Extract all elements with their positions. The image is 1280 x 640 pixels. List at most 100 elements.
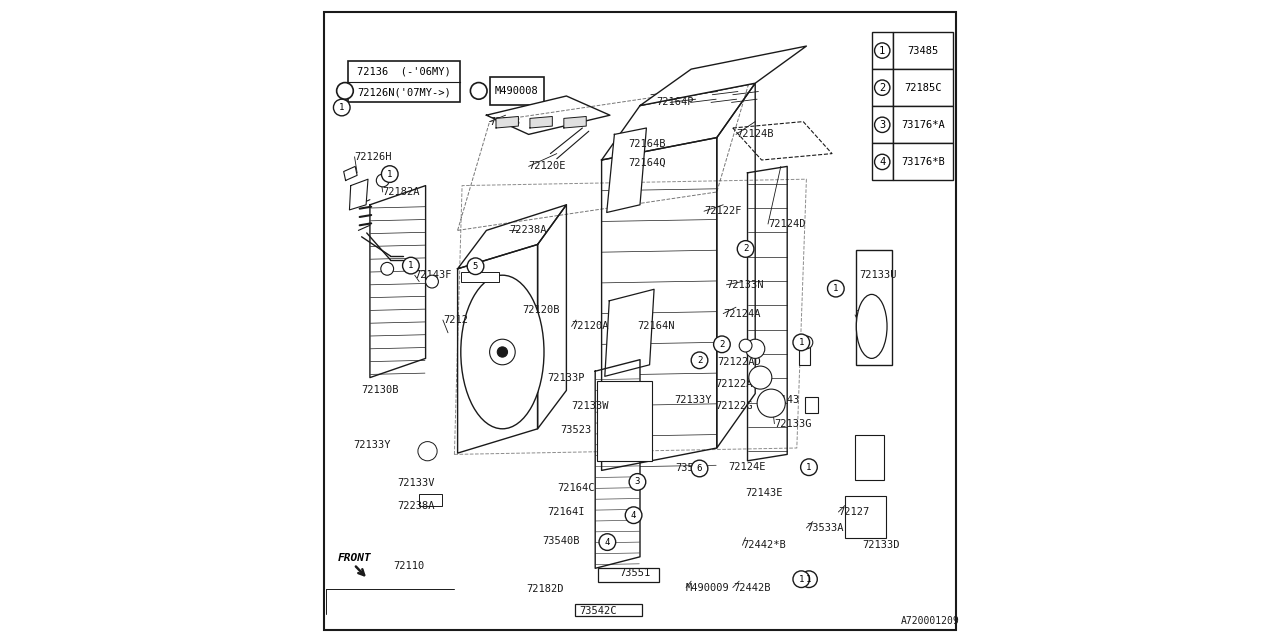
Text: 72120E: 72120E — [529, 161, 566, 172]
Circle shape — [828, 280, 845, 297]
Text: 72133W: 72133W — [571, 401, 609, 412]
Bar — [805, 397, 818, 413]
Text: 72122AE: 72122AE — [714, 379, 759, 389]
Text: 72124A: 72124A — [723, 308, 760, 319]
Bar — [872, 69, 893, 106]
Polygon shape — [564, 116, 586, 128]
Circle shape — [740, 243, 753, 256]
Bar — [893, 143, 952, 180]
Circle shape — [333, 99, 351, 116]
Text: 6: 6 — [696, 464, 703, 473]
Text: 72130B: 72130B — [362, 385, 399, 396]
Text: 72238A: 72238A — [508, 225, 547, 236]
Text: 72182D: 72182D — [527, 584, 564, 594]
Text: 73176*A: 73176*A — [901, 120, 945, 130]
Bar — [872, 32, 893, 69]
Bar — [348, 61, 461, 102]
Text: 1: 1 — [408, 261, 413, 270]
Text: 1: 1 — [833, 284, 838, 293]
Bar — [893, 69, 952, 106]
Circle shape — [801, 571, 818, 588]
Polygon shape — [530, 116, 553, 128]
Text: 73533A: 73533A — [806, 523, 844, 533]
Text: 72133Y: 72133Y — [675, 395, 712, 405]
Text: 72164N: 72164N — [637, 321, 675, 332]
Circle shape — [800, 336, 813, 349]
Text: A720001209: A720001209 — [901, 616, 959, 626]
Circle shape — [749, 366, 772, 389]
Text: M490009: M490009 — [686, 582, 730, 593]
Circle shape — [829, 282, 842, 295]
Circle shape — [792, 334, 810, 351]
Polygon shape — [604, 289, 654, 376]
Text: 72133N: 72133N — [727, 280, 764, 290]
Polygon shape — [349, 179, 369, 210]
Text: 1: 1 — [806, 575, 812, 584]
Text: 72126N('07MY->): 72126N('07MY->) — [357, 87, 451, 97]
Text: 72143F: 72143F — [415, 270, 452, 280]
Text: M490008: M490008 — [495, 86, 539, 96]
Polygon shape — [370, 186, 425, 378]
Bar — [599, 568, 659, 582]
Polygon shape — [497, 116, 518, 128]
Circle shape — [378, 175, 389, 186]
Text: 72164C: 72164C — [557, 483, 594, 493]
Text: 72164B: 72164B — [628, 139, 666, 149]
Polygon shape — [732, 122, 832, 160]
Bar — [855, 435, 884, 480]
Text: 73523: 73523 — [561, 425, 591, 435]
Text: 72133V: 72133V — [397, 478, 434, 488]
Text: 72110: 72110 — [394, 561, 425, 572]
Polygon shape — [343, 166, 357, 180]
Circle shape — [489, 339, 515, 365]
Text: 73540B: 73540B — [543, 536, 580, 546]
Circle shape — [792, 571, 810, 588]
Text: 3: 3 — [635, 477, 640, 486]
Circle shape — [714, 336, 731, 353]
Text: 1: 1 — [879, 45, 886, 56]
Text: 72182A: 72182A — [383, 187, 420, 197]
Text: 73551: 73551 — [620, 568, 650, 578]
Text: 72238A: 72238A — [397, 500, 434, 511]
Circle shape — [740, 339, 753, 352]
Circle shape — [337, 83, 353, 99]
Bar — [799, 347, 810, 365]
Text: 72164I: 72164I — [548, 507, 585, 517]
Text: 72133: 72133 — [490, 116, 521, 127]
Text: 1: 1 — [339, 103, 344, 112]
Circle shape — [625, 507, 643, 524]
Text: 72133U: 72133U — [860, 270, 897, 280]
Bar — [872, 106, 893, 143]
Circle shape — [402, 257, 420, 274]
Circle shape — [381, 166, 398, 182]
Circle shape — [874, 80, 890, 95]
Circle shape — [737, 241, 754, 257]
Text: 1: 1 — [806, 463, 812, 472]
Text: 72133P: 72133P — [548, 372, 585, 383]
Text: 6: 6 — [476, 86, 481, 96]
Text: 4: 4 — [631, 511, 636, 520]
Circle shape — [471, 83, 488, 99]
Text: 1: 1 — [799, 575, 804, 584]
Circle shape — [425, 275, 438, 288]
Circle shape — [803, 461, 815, 474]
Ellipse shape — [856, 294, 887, 358]
Circle shape — [467, 258, 484, 275]
Text: 72120B: 72120B — [522, 305, 559, 316]
Text: 72124B: 72124B — [736, 129, 773, 140]
Text: FRONT: FRONT — [338, 553, 371, 563]
Circle shape — [874, 43, 890, 58]
Text: 2: 2 — [696, 356, 703, 365]
Text: 72122G: 72122G — [714, 401, 753, 412]
Polygon shape — [595, 360, 640, 568]
Text: 1: 1 — [387, 170, 393, 179]
Circle shape — [599, 534, 616, 550]
Text: 2: 2 — [719, 340, 724, 349]
Text: 72122AD: 72122AD — [717, 356, 760, 367]
Bar — [596, 381, 652, 461]
Circle shape — [745, 339, 765, 358]
Circle shape — [799, 573, 812, 586]
Bar — [420, 494, 442, 506]
Text: 72152: 72152 — [855, 310, 886, 320]
Text: 72143: 72143 — [768, 395, 799, 405]
